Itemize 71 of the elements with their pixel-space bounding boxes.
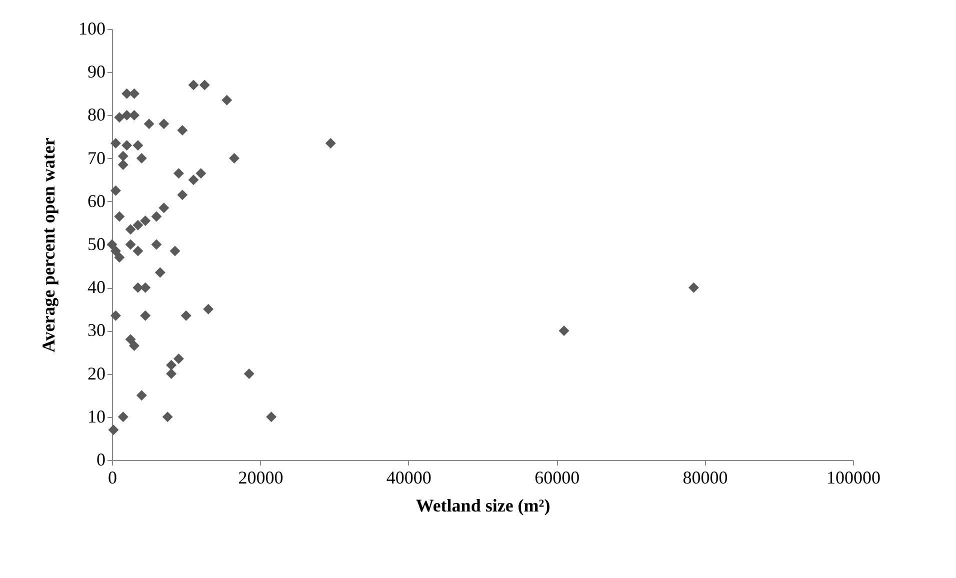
point [110,246,121,256]
point [122,140,132,151]
point [118,160,128,170]
y-tick-label: 50 [88,234,106,254]
point [222,94,232,106]
point [688,282,699,293]
y-tick-label: 60 [88,190,106,211]
point [110,138,121,148]
point [199,80,210,90]
point [188,80,199,90]
point [128,340,140,352]
point [166,368,177,380]
point [132,246,144,256]
point [151,239,162,250]
y-tick-label: 0 [96,450,106,470]
point [132,140,144,151]
point [106,239,118,250]
point [166,360,177,370]
point [158,118,170,130]
point [140,310,151,321]
point [110,185,121,196]
point [144,118,154,130]
point [132,282,144,293]
point [114,112,125,123]
point [132,220,144,230]
point [266,412,277,422]
point [140,282,151,293]
x-tick-label: 100000 [826,468,880,488]
x-tick-label: 80000 [682,468,728,488]
y-tick-label: 40 [88,277,106,298]
point [229,153,240,164]
point [244,368,254,380]
point [136,390,147,401]
y-tick-label: 20 [88,363,106,384]
x-tick-label: 40000 [386,468,432,488]
point [170,246,180,256]
y-tick-label: 30 [88,320,106,340]
point [188,174,199,186]
y-tick-label: 10 [88,406,106,426]
point [140,216,151,226]
point [203,304,214,314]
point [114,252,125,263]
point [154,267,166,278]
point [173,168,184,179]
point [173,353,184,364]
point [125,239,136,250]
point [558,325,570,336]
point [177,190,188,200]
point [177,125,188,136]
x-tick-label: 60000 [534,468,580,488]
point [110,310,121,321]
point [108,424,119,436]
y-tick-label: 80 [88,104,106,125]
y-axis-title: Average percent open water [38,138,58,352]
y-tick-label: 90 [88,62,106,82]
point [162,412,173,422]
point [196,168,206,179]
point [136,153,147,164]
point [125,224,136,235]
point [151,211,162,222]
point [158,202,170,214]
point [180,310,192,321]
y-tick-label: 70 [88,148,106,168]
point [118,150,128,162]
point [125,334,136,345]
y-tick-label: 100 [78,18,106,38]
point [114,211,125,222]
x-tick-label: 20000 [238,468,284,488]
point [325,138,336,148]
x-axis-title: Wetland size (m²) [416,496,550,516]
point [118,412,128,422]
